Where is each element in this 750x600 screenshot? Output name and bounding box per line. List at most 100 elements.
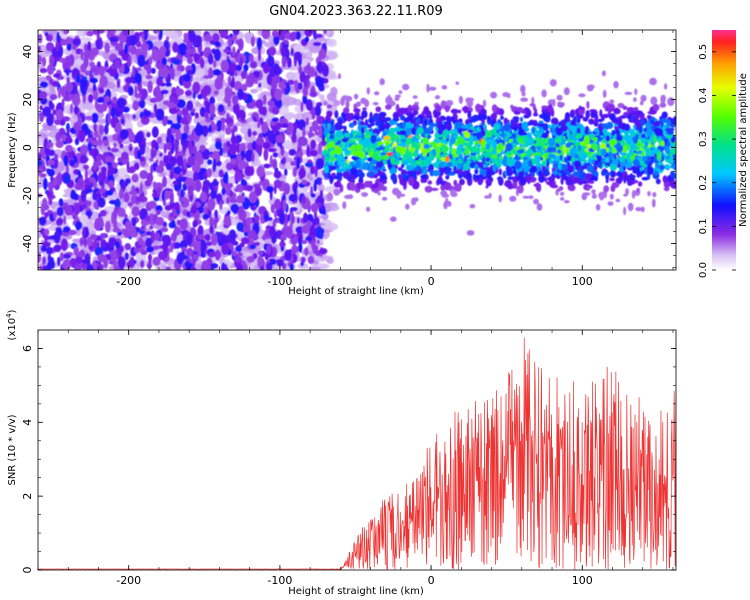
noise-blob bbox=[175, 88, 185, 96]
signal-blob bbox=[498, 194, 502, 203]
noise-blob bbox=[79, 37, 93, 42]
noise-blob bbox=[183, 123, 190, 135]
noise-blob bbox=[110, 30, 116, 35]
noise-blob bbox=[315, 158, 325, 170]
noise-blob bbox=[85, 137, 95, 143]
noise-blob bbox=[260, 91, 272, 97]
noise-blob bbox=[176, 155, 184, 167]
noise-blob bbox=[146, 131, 151, 138]
signal-blob bbox=[323, 101, 328, 106]
signal-blob bbox=[394, 94, 401, 98]
noise-blob bbox=[45, 246, 53, 255]
noise-blob bbox=[38, 167, 43, 178]
noise-blob bbox=[63, 155, 69, 167]
noise-blob bbox=[89, 77, 98, 84]
noise-blob bbox=[80, 144, 89, 156]
noise-blob bbox=[43, 228, 50, 236]
noise-blob bbox=[305, 117, 309, 126]
signal-blob bbox=[509, 195, 517, 202]
noise-blob bbox=[320, 86, 325, 91]
noise-blob bbox=[77, 169, 81, 179]
noise-blob bbox=[63, 95, 70, 102]
noise-blob bbox=[134, 72, 143, 84]
noise-blob bbox=[272, 220, 277, 228]
signal-blob bbox=[575, 114, 584, 119]
noise-blob bbox=[39, 91, 48, 99]
noise-blob bbox=[256, 165, 265, 178]
noise-blob bbox=[127, 54, 132, 68]
noise-blob bbox=[285, 71, 296, 80]
noise-blob bbox=[173, 202, 181, 211]
noise-blob bbox=[241, 83, 248, 92]
noise-blob bbox=[186, 114, 192, 122]
noise-blob bbox=[118, 188, 124, 200]
noise-blob bbox=[284, 139, 292, 150]
signal-blob bbox=[587, 164, 594, 173]
noise-blob bbox=[92, 90, 99, 101]
noise-blob bbox=[49, 94, 58, 100]
noise-blob bbox=[310, 193, 316, 198]
noise-blob bbox=[213, 217, 217, 230]
noise-blob bbox=[89, 234, 98, 240]
signal-blob bbox=[609, 193, 614, 200]
signal-blob bbox=[478, 178, 484, 184]
noise-blob bbox=[269, 55, 275, 68]
noise-blob bbox=[79, 237, 84, 247]
noise-blob bbox=[209, 225, 215, 235]
noise-blob bbox=[82, 204, 86, 211]
signal-blob bbox=[591, 189, 596, 195]
noise-blob bbox=[273, 210, 278, 219]
signal-blob bbox=[444, 105, 450, 113]
signal-blob bbox=[662, 175, 668, 183]
noise-blob bbox=[114, 43, 122, 52]
noise-blob bbox=[267, 130, 276, 143]
noise-blob bbox=[199, 144, 206, 152]
noise-blob bbox=[97, 197, 106, 208]
noise-blob bbox=[234, 256, 243, 263]
noise-blob bbox=[55, 140, 64, 148]
signal-blob bbox=[520, 97, 529, 102]
signal-blob bbox=[428, 86, 437, 91]
noise-blob bbox=[305, 99, 313, 111]
noise-blob bbox=[297, 82, 303, 90]
signal-blob bbox=[359, 115, 365, 121]
noise-blob bbox=[135, 196, 143, 203]
signal-blob bbox=[611, 182, 620, 188]
noise-blob bbox=[293, 51, 303, 61]
noise-blob bbox=[263, 163, 271, 169]
noise-blob bbox=[230, 142, 237, 156]
noise-blob bbox=[128, 131, 135, 143]
noise-blob bbox=[105, 156, 112, 163]
noise-blob bbox=[295, 151, 304, 158]
noise-blob bbox=[282, 156, 287, 165]
noise-blob bbox=[271, 106, 280, 115]
noise-blob bbox=[93, 123, 97, 132]
noise-blob bbox=[225, 117, 233, 124]
noise-blob bbox=[72, 38, 82, 46]
signal-blob bbox=[580, 165, 588, 170]
signal-blob bbox=[523, 114, 530, 119]
noise-blob bbox=[256, 84, 263, 92]
noise-blob bbox=[239, 242, 245, 248]
signal-blob bbox=[353, 93, 359, 100]
noise-blob bbox=[108, 199, 118, 205]
noise-blob bbox=[252, 141, 256, 150]
noise-blob bbox=[250, 36, 255, 47]
signal-blob bbox=[458, 95, 463, 104]
noise-blob bbox=[192, 108, 196, 113]
noise-blob bbox=[74, 203, 80, 216]
noise-blob bbox=[255, 199, 259, 208]
noise-blob bbox=[165, 82, 172, 87]
noise-blob bbox=[164, 204, 172, 211]
noise-blob bbox=[159, 45, 167, 55]
noise-blob bbox=[210, 233, 218, 246]
noise-blob bbox=[169, 172, 174, 180]
noise-blob bbox=[38, 183, 42, 190]
noise-blob bbox=[315, 76, 324, 88]
noise-blob bbox=[229, 198, 238, 203]
noise-blob bbox=[82, 76, 88, 81]
noise-blob bbox=[103, 139, 110, 147]
noise-blob bbox=[82, 226, 86, 240]
noise-blob bbox=[163, 143, 167, 154]
